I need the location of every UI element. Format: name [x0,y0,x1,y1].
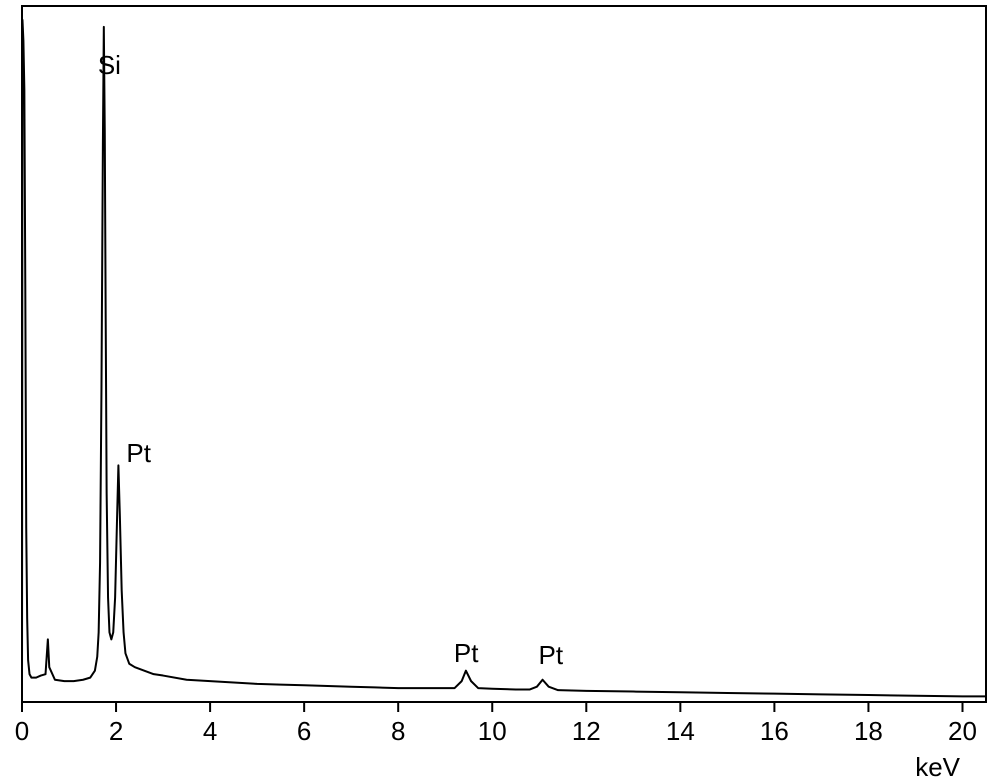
x-tick-label: 0 [15,716,29,746]
x-tick-label: 16 [760,716,789,746]
x-tick-label: 4 [203,716,217,746]
x-axis-label: keV [915,752,960,782]
x-tick-label: 6 [297,716,311,746]
x-tick-label: 20 [948,716,977,746]
x-tick-label: 14 [666,716,695,746]
x-tick-label: 8 [391,716,405,746]
peak-label: Pt [126,438,151,468]
peak-label: Pt [539,640,564,670]
peak-label: Pt [454,638,479,668]
x-tick-label: 10 [478,716,507,746]
peak-label: Si [98,50,121,80]
eds-spectrum-chart: 0 2 4 6 8 10 12 14 16 18 20 keV Si Pt Pt Pt [0,0,1000,783]
x-tick-label: 18 [854,716,883,746]
plot-frame [22,6,986,702]
x-tick-label: 2 [109,716,123,746]
spectrum-svg: 0 2 4 6 8 10 12 14 16 18 20 keV Si Pt Pt Pt [0,0,1000,783]
x-tick-label: 12 [572,716,601,746]
